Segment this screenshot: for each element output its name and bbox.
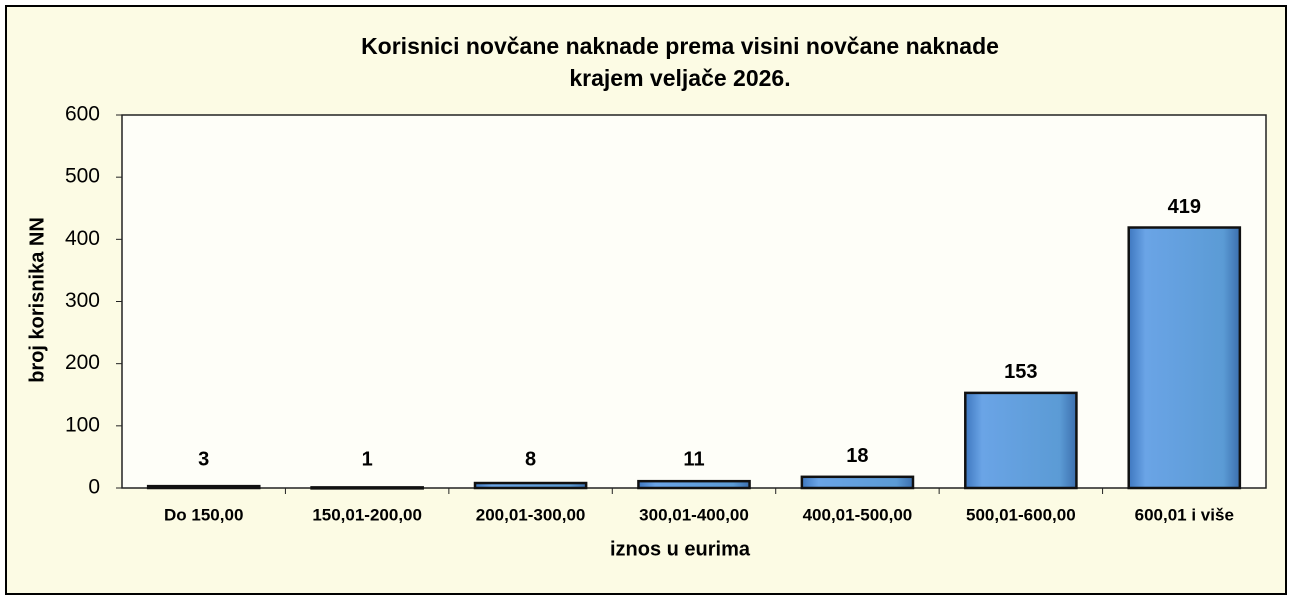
y-axis-label: broj korisnika NN bbox=[26, 217, 48, 383]
value-label: 8 bbox=[525, 448, 536, 470]
x-axis-label: iznos u eurima bbox=[610, 538, 751, 560]
y-tick-label: 200 bbox=[65, 351, 100, 374]
value-label: 3 bbox=[198, 448, 209, 470]
bar bbox=[146, 484, 261, 490]
bar bbox=[310, 486, 424, 490]
y-tick-label: 300 bbox=[65, 289, 100, 312]
bar bbox=[800, 475, 915, 490]
chart-title: krajem veljače 2026. bbox=[569, 65, 790, 91]
x-tick-label: 200,01-300,00 bbox=[476, 505, 586, 524]
y-tick-label: 0 bbox=[88, 476, 100, 499]
x-tick-label: 500,01-600,00 bbox=[966, 505, 1076, 524]
value-label: 419 bbox=[1168, 196, 1201, 218]
value-label: 1 bbox=[362, 448, 373, 470]
x-tick-label: 150,01-200,00 bbox=[312, 505, 422, 524]
bar bbox=[637, 479, 751, 490]
y-tick-label: 400 bbox=[65, 227, 100, 250]
value-label: 18 bbox=[846, 445, 868, 467]
y-tick-label: 100 bbox=[65, 413, 100, 436]
bar bbox=[1127, 226, 1242, 490]
plot-area bbox=[121, 114, 1267, 489]
value-label: 11 bbox=[683, 448, 704, 470]
bar bbox=[473, 481, 588, 490]
x-tick-label: Do 150,00 bbox=[164, 505, 243, 524]
x-tick-label: 400,01-500,00 bbox=[803, 505, 913, 524]
x-tick-label: 300,01-400,00 bbox=[639, 505, 749, 524]
chart-title: Korisnici novčane naknade prema visini n… bbox=[361, 33, 999, 59]
value-label: 153 bbox=[1004, 361, 1037, 383]
y-tick-label: 500 bbox=[65, 165, 100, 188]
bar bbox=[964, 391, 1078, 490]
y-tick-label: 600 bbox=[65, 103, 100, 126]
x-tick-label: 600,01 i više bbox=[1135, 505, 1234, 524]
